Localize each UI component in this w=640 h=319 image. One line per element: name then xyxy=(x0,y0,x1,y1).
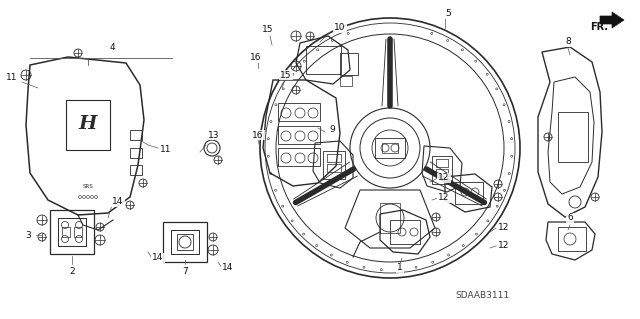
Bar xyxy=(66,100,110,150)
Text: 2: 2 xyxy=(69,268,75,277)
Bar xyxy=(130,165,142,175)
Bar xyxy=(163,222,207,262)
Text: 8: 8 xyxy=(565,38,571,47)
Bar xyxy=(327,164,341,172)
Text: 5: 5 xyxy=(445,10,451,19)
Bar xyxy=(74,227,82,237)
Text: 14: 14 xyxy=(152,254,164,263)
Bar xyxy=(327,154,341,162)
Bar xyxy=(58,218,86,246)
Text: 7: 7 xyxy=(182,268,188,277)
Text: 3: 3 xyxy=(25,231,31,240)
Bar xyxy=(382,143,398,153)
Polygon shape xyxy=(600,12,624,28)
Bar xyxy=(278,103,320,121)
Text: 15: 15 xyxy=(280,70,292,79)
Text: 4: 4 xyxy=(109,43,115,53)
Text: 14: 14 xyxy=(222,263,234,272)
Text: 12: 12 xyxy=(438,174,450,182)
Text: 12: 12 xyxy=(438,194,450,203)
Bar xyxy=(340,76,352,86)
Text: 9: 9 xyxy=(329,125,335,135)
Text: FR.: FR. xyxy=(590,22,608,32)
Bar xyxy=(390,220,420,244)
Text: 16: 16 xyxy=(250,54,262,63)
Text: 12: 12 xyxy=(499,241,509,249)
Bar xyxy=(171,230,199,254)
Bar xyxy=(455,182,483,204)
Bar xyxy=(558,227,586,251)
Text: 15: 15 xyxy=(262,26,274,34)
Text: 12: 12 xyxy=(499,224,509,233)
Bar xyxy=(306,46,341,74)
Bar xyxy=(436,169,448,177)
Text: 16: 16 xyxy=(252,130,264,139)
Bar xyxy=(62,227,70,237)
Bar xyxy=(558,112,588,162)
Text: 1: 1 xyxy=(397,263,403,272)
Bar xyxy=(278,148,320,166)
Bar xyxy=(380,203,400,233)
Text: 13: 13 xyxy=(208,130,220,139)
Bar xyxy=(130,148,142,158)
Text: 10: 10 xyxy=(334,24,346,33)
Text: 6: 6 xyxy=(567,213,573,222)
Bar xyxy=(177,234,193,250)
Text: SDAAB3111: SDAAB3111 xyxy=(455,291,509,300)
Bar xyxy=(432,156,452,184)
Bar xyxy=(130,130,142,140)
Bar xyxy=(340,53,358,75)
Text: H: H xyxy=(79,115,97,133)
Bar xyxy=(50,210,94,254)
Bar xyxy=(278,126,320,144)
Bar xyxy=(436,159,448,167)
Text: SRS: SRS xyxy=(83,184,93,189)
Text: 14: 14 xyxy=(112,197,124,206)
Text: 11: 11 xyxy=(160,145,172,154)
Text: 11: 11 xyxy=(6,73,18,83)
Bar xyxy=(323,151,345,179)
Bar xyxy=(375,138,405,158)
